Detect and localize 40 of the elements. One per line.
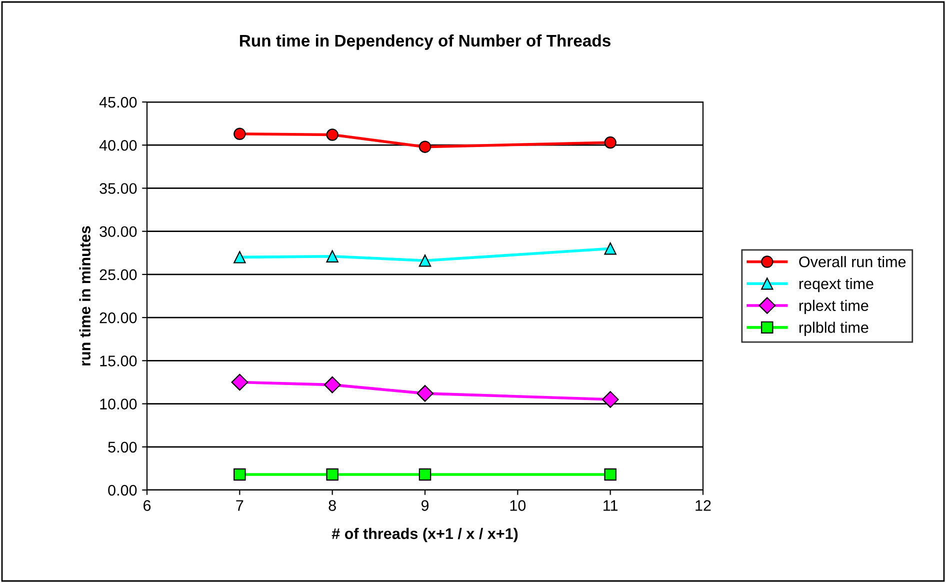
point	[604, 136, 616, 149]
x-tick-label: 7	[236, 500, 244, 511]
x-tick-label: 9	[421, 500, 429, 511]
x-tick-label: 8	[328, 500, 336, 511]
point	[604, 242, 616, 255]
point	[231, 374, 248, 391]
y-tick-label: 25.00	[100, 269, 137, 280]
point	[418, 468, 432, 481]
y-tick-label: 30.00	[100, 226, 137, 238]
x-tick-label: 6	[144, 500, 151, 511]
point	[326, 250, 338, 262]
y-tick-label: 35.00	[100, 183, 137, 194]
x-tick-label: 12	[696, 500, 711, 511]
point	[234, 251, 246, 264]
x-tick-label: 10	[510, 500, 526, 511]
y-tick-label: 10.00	[100, 398, 137, 410]
y-tick-label: 0.00	[108, 484, 137, 496]
point	[326, 468, 338, 481]
legend-label: rplbld time	[799, 322, 868, 336]
y-tick-label: 20.00	[100, 312, 137, 324]
point	[416, 385, 434, 402]
point	[604, 468, 616, 481]
y-tick-label: 40.00	[99, 140, 137, 151]
legend-label: Overall run time	[799, 256, 906, 268]
legend-label: reqext time	[799, 278, 874, 292]
x-tick-label: 11	[604, 500, 618, 511]
y-tick-label: 15.00	[100, 356, 137, 366]
point	[326, 128, 338, 141]
point	[418, 140, 432, 153]
point	[418, 254, 432, 267]
x-axis-title: # of threads (x+1 / x / x+1)	[332, 528, 518, 542]
point	[324, 376, 341, 394]
point	[234, 128, 246, 140]
point	[602, 391, 619, 408]
y-axis-title: run time in minutes	[79, 226, 90, 366]
point	[234, 468, 246, 481]
chart-title: Run time in Dependency of Number of Threads	[240, 34, 610, 50]
legend-label: rplext time	[799, 300, 868, 314]
y-tick-label: 45.00	[99, 96, 137, 108]
y-tick-label: 5.00	[108, 442, 137, 453]
